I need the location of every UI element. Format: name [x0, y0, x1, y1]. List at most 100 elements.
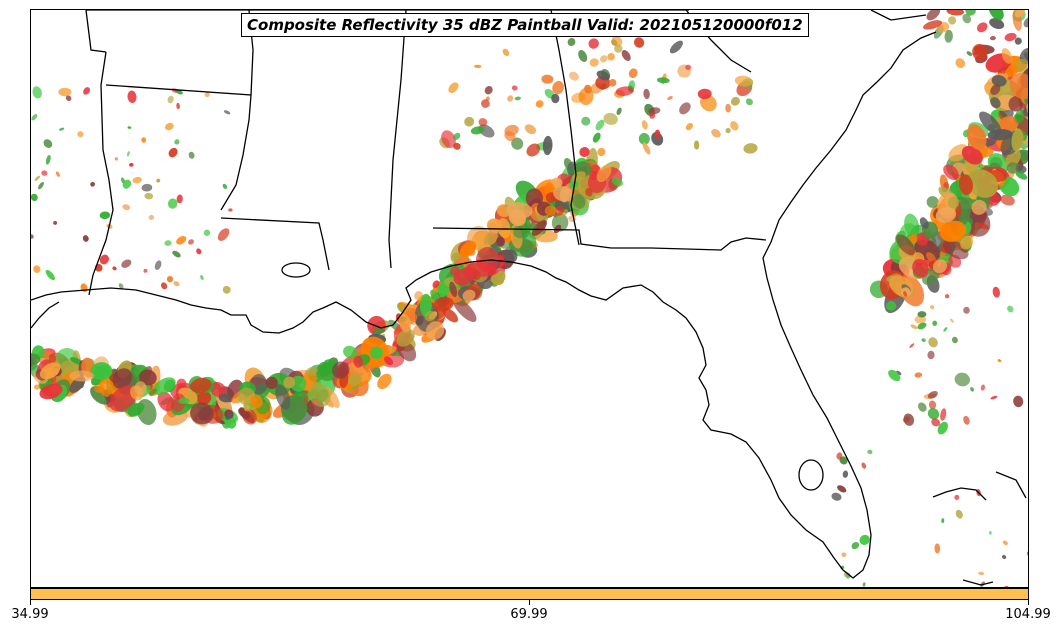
reflectivity-blob	[544, 182, 555, 195]
reflectivity-blob	[979, 111, 1002, 135]
reflectivity-blob	[989, 18, 1005, 30]
reflectivity-blob	[38, 181, 44, 190]
reflectivity-blob	[490, 274, 504, 286]
reflectivity-blob	[552, 80, 564, 95]
reflectivity-blob	[966, 124, 987, 150]
reflectivity-blob	[955, 509, 963, 519]
reflectivity-blob	[978, 147, 994, 158]
reflectivity-blob	[927, 408, 940, 420]
reflectivity-blob	[99, 211, 111, 220]
reflectivity-blob	[484, 85, 493, 95]
reflectivity-blob	[377, 373, 392, 390]
reflectivity-blob	[553, 186, 574, 202]
reflectivity-blob	[118, 283, 124, 289]
map-title: Composite Reflectivity 35 dBZ Paintball …	[241, 13, 809, 37]
reflectivity-blob	[976, 22, 988, 33]
reflectivity-blob	[197, 391, 212, 405]
reflectivity-blob	[927, 390, 938, 399]
reflectivity-blob	[836, 452, 843, 460]
colorbar-tick-min	[30, 600, 31, 605]
reflectivity-blob	[607, 52, 615, 61]
reflectivity-blob	[1023, 105, 1028, 117]
reflectivity-blob	[77, 131, 84, 138]
reflectivity-blob	[1014, 109, 1025, 124]
reflectivity-blob	[144, 192, 154, 200]
reflectivity-blob	[1002, 540, 1008, 546]
reflectivity-blob	[927, 240, 934, 248]
reflectivity-blobs	[31, 10, 1028, 587]
reflectivity-blob	[896, 234, 916, 256]
reflectivity-blob	[141, 137, 147, 143]
reflectivity-blob	[842, 470, 849, 478]
reflectivity-blob	[1002, 554, 1007, 560]
reflectivity-blob	[1007, 305, 1014, 313]
reflectivity-blob	[478, 118, 488, 127]
reflectivity-blob	[954, 372, 970, 387]
reflectivity-blob	[190, 402, 214, 425]
reflectivity-blob	[250, 394, 263, 409]
reflectivity-blob	[453, 268, 474, 286]
reflectivity-blob	[1011, 128, 1024, 152]
reflectivity-blob	[524, 124, 536, 135]
reflectivity-blob	[143, 268, 148, 273]
reflectivity-blob	[745, 98, 753, 106]
reflectivity-blob	[210, 381, 226, 398]
reflectivity-blob	[69, 370, 95, 382]
reflectivity-blob	[475, 247, 500, 272]
reflectivity-blob	[453, 132, 461, 140]
reflectivity-blob	[944, 29, 953, 43]
reflectivity-blob	[611, 35, 623, 47]
reflectivity-blob	[886, 301, 897, 311]
reflectivity-blob	[449, 281, 458, 298]
reflectivity-blob	[730, 96, 740, 106]
reflectivity-blob	[923, 20, 943, 30]
reflectivity-blob	[888, 369, 901, 382]
reflectivity-blob	[937, 421, 948, 435]
reflectivity-blob	[544, 205, 556, 216]
reflectivity-blob	[308, 382, 331, 407]
reflectivity-blob	[496, 236, 505, 247]
reflectivity-blob	[921, 338, 926, 342]
reflectivity-blob	[459, 241, 477, 258]
lake-okeechobee	[798, 459, 824, 491]
reflectivity-blob	[80, 283, 88, 293]
reflectivity-blob	[935, 207, 957, 223]
reflectivity-blob	[992, 286, 1000, 298]
reflectivity-blob	[148, 214, 155, 221]
reflectivity-blob	[1004, 65, 1019, 78]
reflectivity-blob	[511, 137, 524, 150]
reflectivity-blob	[506, 202, 533, 219]
reflectivity-blob	[934, 543, 941, 554]
reflectivity-blob	[656, 77, 670, 84]
reflectivity-blob	[174, 139, 180, 145]
reflectivity-blob	[914, 372, 923, 378]
reflectivity-blob	[903, 291, 908, 297]
reflectivity-blob	[473, 229, 498, 248]
reflectivity-blob	[917, 311, 927, 318]
reflectivity-blob	[584, 84, 592, 94]
reflectivity-blob	[958, 174, 973, 196]
reflectivity-blob	[132, 176, 142, 184]
reflectivity-blob	[914, 315, 927, 324]
reflectivity-blob	[569, 71, 579, 81]
colorbar-tick-mid	[529, 600, 530, 605]
reflectivity-blob	[734, 75, 753, 87]
reflectivity-blob	[178, 397, 190, 405]
reflectivity-blob	[579, 147, 590, 157]
reflectivity-blob	[535, 100, 544, 108]
reflectivity-blob	[578, 50, 588, 62]
state-border-al-fl	[432, 227, 767, 251]
colorbar-tick-label-mid: 69.99	[510, 607, 548, 622]
reflectivity-blob	[481, 99, 490, 108]
reflectivity-blob	[962, 13, 972, 24]
reflectivity-blob	[971, 199, 987, 215]
reflectivity-blob	[944, 294, 950, 299]
reflectivity-blob	[152, 377, 176, 396]
reflectivity-blob	[222, 183, 228, 189]
reflectivity-blob	[168, 147, 178, 158]
reflectivity-blob	[41, 170, 48, 176]
reflectivity-blob	[526, 143, 541, 157]
reflectivity-blob	[966, 169, 999, 198]
reflectivity-blob	[228, 208, 233, 212]
reflectivity-blob	[939, 220, 967, 242]
